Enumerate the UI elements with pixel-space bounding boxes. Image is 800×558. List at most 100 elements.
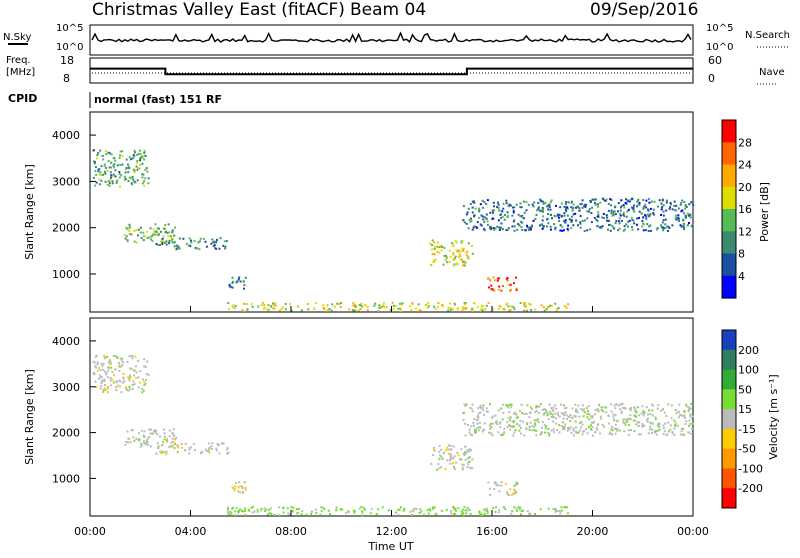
echo-cell <box>472 226 475 229</box>
x-tick-label: 08:00 <box>275 525 307 538</box>
echo-cell <box>154 431 157 434</box>
echo-cell <box>399 310 402 312</box>
echo-cell <box>467 450 470 453</box>
echo-cell <box>624 423 627 426</box>
echo-cell <box>477 414 479 417</box>
echo-cell <box>431 253 434 255</box>
beam-label: Beam 04 <box>350 0 426 20</box>
echo-cell <box>229 510 232 513</box>
echo-cell <box>625 421 628 423</box>
echo-cell <box>482 218 485 221</box>
echo-cell <box>526 226 529 229</box>
echo-cell <box>534 218 537 221</box>
echo-cell <box>174 438 177 441</box>
echo-cell <box>525 427 528 430</box>
echo-cell <box>624 201 627 204</box>
echo-cell <box>227 513 230 515</box>
echo-cell <box>629 414 632 417</box>
echo-cell <box>215 241 218 244</box>
echo-cell <box>469 406 472 409</box>
echo-cell <box>497 209 500 212</box>
echo-cell <box>161 243 164 246</box>
echo-cell <box>547 306 550 309</box>
echo-cell <box>618 404 621 407</box>
echo-cell <box>147 373 150 376</box>
echo-cell <box>514 489 517 492</box>
echo-cell <box>509 488 512 491</box>
echo-cell <box>528 416 531 419</box>
echo-cell <box>684 204 687 206</box>
echo-cell <box>644 229 647 232</box>
echo-cell <box>244 486 247 489</box>
echo-cell <box>174 226 176 229</box>
echo-cell <box>173 241 176 244</box>
echo-cell <box>478 412 481 415</box>
echo-cell <box>108 166 111 169</box>
echo-cell <box>163 227 166 230</box>
echo-cell <box>508 309 511 312</box>
echo-cell <box>677 217 680 220</box>
echo-cell <box>509 204 512 207</box>
nsky-line <box>91 31 692 44</box>
echo-cell <box>529 226 532 229</box>
echo-cell <box>541 409 544 411</box>
echo-cell <box>100 362 103 365</box>
echo-cell <box>433 253 436 256</box>
echo-cell <box>453 465 455 468</box>
echo-cell <box>261 301 264 304</box>
echo-cell <box>483 508 486 511</box>
echo-cell <box>202 237 205 240</box>
echo-cell <box>411 302 414 304</box>
echo-cell <box>442 263 445 266</box>
echo-cell <box>528 425 531 428</box>
echo-cell <box>397 307 400 310</box>
echo-cell <box>627 220 630 223</box>
echo-cell <box>480 407 483 410</box>
echo-cell <box>456 308 459 311</box>
echo-cell <box>442 305 444 308</box>
echo-cell <box>570 431 573 434</box>
echo-cell <box>106 369 109 372</box>
echo-cell <box>189 244 192 247</box>
echo-cell <box>143 436 146 438</box>
echo-cell <box>571 200 573 203</box>
echo-cell <box>673 433 676 436</box>
echo-cell <box>513 225 516 228</box>
echo-cell <box>399 307 402 310</box>
echo-cell <box>533 422 536 425</box>
echo-cell <box>570 215 573 218</box>
power-colorbar-tick: 8 <box>738 248 745 261</box>
echo-cell <box>526 421 529 424</box>
power-colorbar-segment <box>722 231 736 255</box>
echo-cell <box>143 365 146 368</box>
echo-cell <box>660 224 662 226</box>
echo-cell <box>139 231 142 234</box>
echo-cell <box>382 302 385 305</box>
echo-cell <box>646 420 649 423</box>
echo-cell <box>453 468 456 470</box>
echo-cell <box>513 431 516 434</box>
echo-cell <box>163 432 166 435</box>
echo-cell <box>233 514 236 516</box>
echo-cell <box>112 173 115 176</box>
echo-cell <box>634 409 637 412</box>
echo-cell <box>612 413 615 416</box>
echo-cell <box>244 509 247 512</box>
echo-cell <box>415 507 418 510</box>
echo-cell <box>310 512 313 515</box>
echo-cell <box>94 184 97 187</box>
echo-cell <box>686 212 689 215</box>
echo-cell <box>637 198 640 201</box>
echo-cell <box>199 237 202 240</box>
echo-cell <box>580 426 583 429</box>
echo-cell <box>143 358 146 361</box>
echo-cell <box>497 207 500 209</box>
echo-cell <box>466 254 468 257</box>
echo-cell <box>498 511 501 514</box>
echo-cell <box>440 466 443 469</box>
echo-cell <box>470 407 473 410</box>
echo-cell <box>636 406 639 409</box>
echo-cell <box>547 213 549 215</box>
echo-cell <box>431 506 434 509</box>
echo-cell <box>459 255 462 257</box>
